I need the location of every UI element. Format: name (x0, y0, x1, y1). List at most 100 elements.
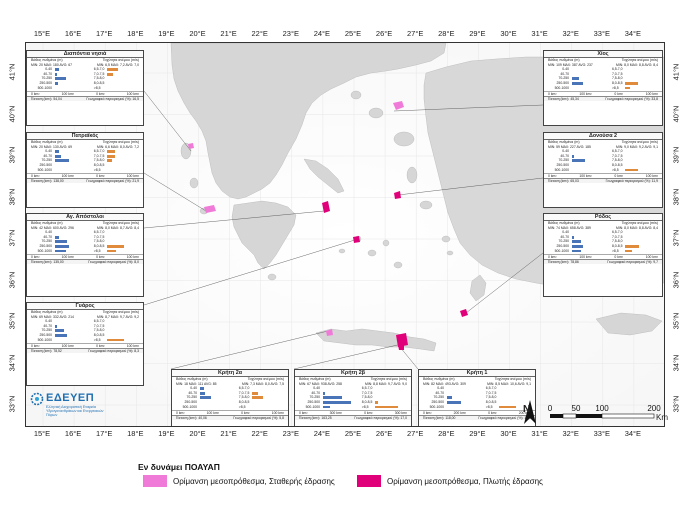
depth-bar (572, 235, 574, 239)
legend-label-fixed: Ορίμανση μεσοπρόθεσμα, Σταθερής έδρασης (173, 476, 335, 486)
inset-panel-kriti-2a[interactable]: Κρήτη 2α Βάθος πυθμένα (m) Ταχύτητα ανέμου… (171, 369, 289, 426)
axis-right-max: 100 km² (126, 174, 139, 179)
inset-panel-chios[interactable]: Χίος Βάθος πυθμένα (m) Ταχύτητα ανέμου (m/… (543, 50, 663, 126)
depth-bar (55, 159, 70, 163)
depth-class-label: 40-70 (560, 234, 569, 239)
wind-header: Ταχύτητα ανέμου (m/s) (102, 58, 139, 62)
lat-tick-left-7: 34°N (7, 354, 17, 371)
panel-footer: Έκταση (km²): 78,52 Γεωγραφικό περιορισμο… (27, 347, 143, 353)
class-row: 70-250 7,5-8,0 (175, 395, 285, 400)
wind-class-label: 8,0-8,5 (93, 332, 105, 337)
north-arrow-icon (524, 400, 536, 424)
inset-panel-kriti-2v[interactable]: Κρήτη 2β Βάθος πυθμένα (m) Ταχύτητα ανέμου… (294, 369, 412, 426)
lon-tick-top-9: 24°E (313, 29, 331, 38)
depth-stats: MIN: 20 MAX: 130 AVG: 69 (31, 144, 73, 149)
panel-rows: 0-40 6,5-7,0 40-70 7,0-7,5 70-250 7,5-8,0 250-… (27, 149, 143, 172)
lat-tick-right-5: 36°N (671, 271, 681, 288)
panel-headers: Βάθος πυθμένα (m) Ταχύτητα ανέμου (m/s) (27, 221, 143, 226)
depth-class-label: 500-1000 (429, 404, 444, 409)
site-gyaros[interactable] (353, 236, 360, 243)
class-row: 40-70 7,0-7,5 (298, 391, 408, 396)
wind-class-label: 7,0-7,5 (93, 71, 105, 76)
class-row: 0-40 6,5-7,0 (30, 319, 140, 324)
site-agioi-apostoloi[interactable] (322, 201, 330, 213)
class-row: 500-1000 >8,5 (30, 168, 140, 173)
axis-right-min: 0 km² (96, 92, 105, 97)
wind-header: Ταχύτητα ανέμου (m/s) (621, 221, 658, 225)
axis-right-max: 100 km² (645, 255, 658, 260)
site-kriti-2b[interactable] (396, 333, 408, 347)
depth-class-label: 500-1000 (182, 404, 197, 409)
rhodes-island (469, 274, 487, 302)
wind-header: Ταχύτητα ανέμου (m/s) (621, 58, 658, 62)
wind-bar (107, 249, 117, 253)
inset-panel-diapontia[interactable]: Διαπόντια νησιά Βάθος πυθμένα (m) Ταχύτητα… (26, 50, 144, 126)
lat-tick-right-8: 33°N (671, 395, 681, 413)
class-row: 0-40 6,5-7,0 (30, 67, 140, 72)
axis-right-min: 0 km² (96, 344, 105, 349)
site-patraikos[interactable] (204, 205, 216, 213)
depth-class-label: 40-70 (43, 153, 52, 158)
inset-panel-gyaros[interactable]: Γυάρος Βάθος πυθμένα (m) Ταχύτητα ανέμου (… (26, 302, 144, 386)
panel-axis: 0 km² 100 km² 0 km² 100 km² (172, 410, 288, 415)
inset-panel-agioi-apostoloi[interactable]: Αγ. Απόστολοι Βάθος πυθμένα (m) Ταχύτητα α… (26, 213, 144, 297)
wind-class-label: 7,0-7,5 (611, 71, 623, 76)
class-row: 40-70 7,0-7,5 (30, 324, 140, 329)
wind-bar (375, 405, 398, 409)
depth-class-label: 70-250 (41, 76, 52, 81)
depth-bar (323, 391, 325, 395)
depth-header: Βάθος πυθμένα (m) (176, 377, 208, 381)
wind-class-label: 8,0-8,5 (611, 80, 623, 85)
panel-title: Κρήτη 2α (172, 370, 288, 377)
depth-class-label: 0-40 (45, 149, 52, 154)
class-row: 70-250 7,5-8,0 (298, 395, 408, 400)
latitude-ticks-right: 41°N 40°N 39°N 38°N 37°N 36°N 35°N 34°N 33°N (666, 42, 688, 427)
class-row: 250-500 8,0-8,5 (422, 400, 532, 405)
area-value: Έκταση (km²): 138,00 (31, 178, 64, 183)
panel-title: Αγ. Απόστολοι (27, 214, 143, 221)
panel-headers: Βάθος πυθμένα (m) Ταχύτητα ανέμου (m/s) (544, 140, 662, 145)
north-label: N (523, 404, 531, 415)
site-diapontia[interactable] (188, 143, 194, 149)
wind-bar (499, 405, 516, 409)
panel-footer: Έκταση (km²): 118,00 Γεωγραφικό περιορισμ… (419, 414, 535, 420)
lon-tick-bottom-9: 24°E (313, 429, 331, 438)
lat-tick-right-3: 38°N (671, 188, 681, 205)
site-kriti-2a[interactable] (326, 329, 333, 336)
lat-tick-right-6: 35°N (671, 312, 681, 330)
wind-bar (107, 68, 118, 71)
overlap-value: Γεωγραφικό περιορισμού (%): 9,7 (607, 259, 658, 264)
panel-stats: MIN: 20 MAX: 180 AVG: 67 MIN: 6,5 MAX: 7,… (27, 63, 143, 68)
panel-stats: MIN: 20 MAX: 130 AVG: 69 MIN: 6,6 MAX: 8,… (27, 145, 143, 150)
site-chios[interactable] (393, 101, 404, 110)
depth-bar (447, 396, 453, 400)
inset-panel-rodos[interactable]: Ρόδος Βάθος πυθμένα (m) Ταχύτητα ανέμου (m… (543, 213, 663, 297)
class-row: 40-70 7,0-7,5 (547, 154, 659, 159)
inset-panel-donoussa[interactable]: Δονούσα 2 Βάθος πυθμένα (m) Ταχύτητα ανέμο… (543, 132, 663, 208)
logo-name: ΕΔΕΥΕΠ (46, 392, 95, 404)
panel-headers: Βάθος πυθμένα (m) Ταχύτητα ανέμου (m/s) (27, 310, 143, 315)
depth-bar (55, 249, 66, 253)
wind-class-label: 6,5-7,0 (93, 230, 105, 235)
wind-bar (625, 81, 638, 85)
panel-title: Γυάρος (27, 303, 143, 310)
site-kriti-1[interactable] (398, 344, 404, 350)
axis-left-max: 100 km² (579, 92, 592, 97)
inset-panel-patraikos[interactable]: Πατραϊκός Βάθος πυθμένα (m) Ταχύτητα ανέμο… (26, 132, 144, 208)
scale-label-50: 50 (571, 404, 581, 413)
panel-axis: 0 km² 100 km² 0 km² 100 km² (544, 173, 662, 178)
site-donoussa[interactable] (394, 191, 401, 199)
depth-class-label: 500-1000 (554, 85, 569, 90)
wind-stats: MIN: 8,8 MAX: 9,7 AVG: 9,0 (365, 381, 407, 386)
panel-stats: MIN: 18 MAX: 111 AVG: 85 MIN: 7,3 MAX: 8,… (172, 382, 288, 387)
depth-bar (55, 77, 66, 81)
depth-class-label: 70-250 (41, 239, 52, 244)
inset-panel-kriti-1[interactable]: Κρήτη 1 Βάθος πυθμένα (m) Ταχύτητα ανέμου … (418, 369, 536, 426)
map-canvas[interactable]: Διαπόντια νησιά Βάθος πυθμένα (m) Ταχύτητα… (25, 42, 665, 427)
wind-class-label: >8,5 (611, 167, 619, 172)
lon-tick-top-1: 16°E (64, 29, 82, 38)
site-rodos[interactable] (460, 309, 468, 317)
wind-class-label: >8,5 (611, 248, 619, 253)
panel-axis: 0 km² 100 km² 0 km² 100 km² (27, 91, 143, 96)
depth-class-label: 250-500 (556, 162, 569, 167)
